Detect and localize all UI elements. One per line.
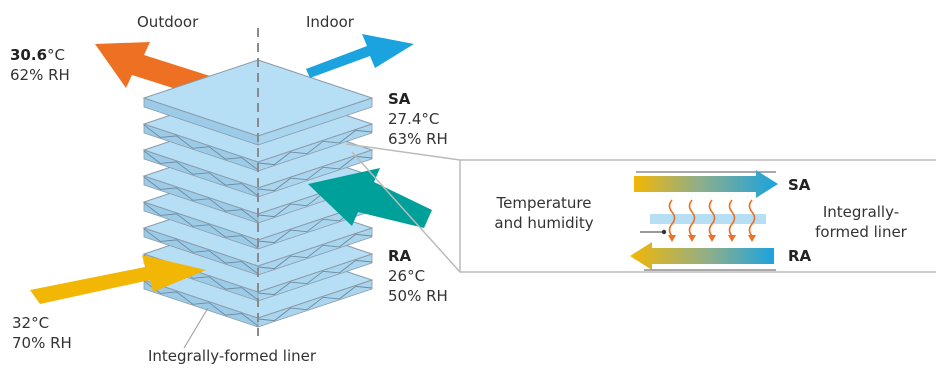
callout-line-top <box>345 143 461 161</box>
transfer-arrowhead <box>688 235 696 242</box>
return-air-arrow <box>308 168 432 228</box>
return-humidity: 50% RH <box>388 287 448 305</box>
detail-liner-text: Integrally- formed liner <box>806 202 916 242</box>
supply-humidity: 63% RH <box>388 130 448 148</box>
detail-liner-strip <box>650 214 766 224</box>
corrugation-right <box>257 129 373 166</box>
intake-humidity: 70% RH <box>12 334 72 352</box>
exhaust-humidity: 62% RH <box>10 66 70 84</box>
exhaust-temp-unit: °C <box>47 46 65 64</box>
corrugation-right <box>257 233 373 270</box>
detail-transfer-arrows <box>668 199 756 242</box>
detail-text-line-1: Temperature <box>496 194 592 212</box>
corrugation-left <box>143 150 259 197</box>
transfer-arrowhead <box>728 235 736 242</box>
intake-conditions: 32°C 70% RH <box>12 313 72 353</box>
intake-temp: 32°C <box>12 314 50 332</box>
supply-air-arrow <box>306 34 414 78</box>
return-temp: 26°C <box>388 267 426 285</box>
liner-leader-line <box>183 307 209 349</box>
exhaust-air-arrow <box>95 42 210 96</box>
core-caption: Integrally-formed liner <box>148 347 317 365</box>
supply-temp: 27.4°C <box>388 110 440 128</box>
corrugation-left <box>143 176 259 223</box>
corrugation-left <box>143 280 259 327</box>
exhaust-conditions: 30.6°C 62% RH <box>10 45 70 85</box>
exhaust-temp-value: 30.6 <box>10 46 48 64</box>
transfer-arrowhead <box>748 235 756 242</box>
transfer-wave <box>708 199 716 237</box>
detail-liner-dot <box>661 229 667 235</box>
corrugation-right <box>257 259 373 296</box>
detail-liner-line-2: formed liner <box>815 223 907 241</box>
detail-callout-box <box>459 159 936 273</box>
detail-temp-humidity-text: Temperature and humidity <box>476 193 612 233</box>
detail-ra-arrow <box>630 242 774 270</box>
corrugation-right <box>257 285 373 322</box>
callout-line-bottom <box>351 151 461 273</box>
transfer-wave <box>688 199 696 237</box>
outdoor-label: Outdoor <box>137 13 199 31</box>
corrugation-right <box>257 155 373 192</box>
supply-conditions: SA 27.4°C 63% RH <box>388 89 448 149</box>
transfer-wave <box>748 199 756 237</box>
transfer-arrowhead <box>708 235 716 242</box>
corrugation-left <box>143 202 259 249</box>
detail-ra-label: RA <box>788 247 812 265</box>
transfer-arrowhead <box>668 235 676 242</box>
indoor-label: Indoor <box>306 13 354 31</box>
corrugation-left <box>143 228 259 275</box>
detail-liner-line-1: Integrally- <box>822 203 900 221</box>
return-conditions: RA 26°C 50% RH <box>388 246 448 306</box>
detail-sa-label: SA <box>788 176 811 194</box>
outdoor-intake-arrow <box>30 255 206 304</box>
supply-code: SA <box>388 90 411 108</box>
detail-text-line-2: and humidity <box>494 214 594 232</box>
corrugation-left <box>143 124 259 171</box>
detail-sa-arrow <box>634 170 778 198</box>
return-code: RA <box>388 247 412 265</box>
transfer-wave <box>668 199 676 237</box>
transfer-wave <box>728 199 736 237</box>
